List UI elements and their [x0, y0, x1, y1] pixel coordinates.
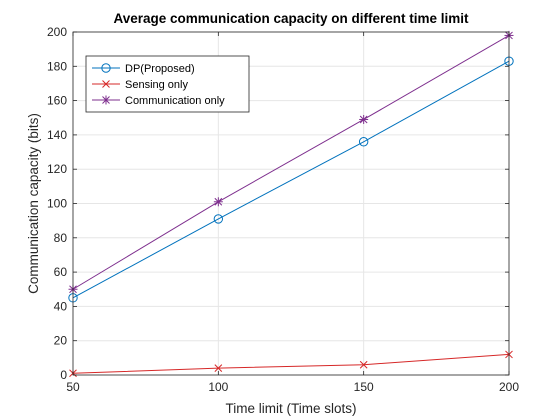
legend-marker: [101, 63, 111, 73]
legend-item: Sensing only: [92, 79, 188, 91]
y-tick-label: 0: [60, 368, 67, 382]
data-point: [213, 214, 224, 224]
y-tick-label: 120: [47, 162, 67, 176]
legend: DP(Proposed) Sensing only Communication on…: [85, 55, 250, 113]
chart-title: Average communication capacity on differ…: [113, 11, 469, 26]
legend-item: Communication only: [92, 95, 225, 107]
data-point: [213, 197, 223, 207]
marker-stroke: [359, 360, 368, 369]
legend-item: DP(Proposed): [92, 63, 195, 75]
data-point: [358, 137, 369, 147]
series-1: [69, 350, 513, 378]
data-point: [359, 360, 368, 369]
axis-ticks: 50 100 150 200 0 20 40 60 80 100 120 140 160 180 200: [47, 25, 519, 394]
legend-label: Communication only: [125, 95, 225, 107]
y-tick-label: 140: [47, 128, 67, 142]
x-tick-label: 100: [208, 380, 228, 394]
series-line: [72, 353, 510, 374]
y-tick-label: 20: [54, 334, 68, 348]
data-point: [359, 114, 369, 124]
y-axis-label: Communication capacity (bits): [26, 113, 41, 294]
series-line: [72, 34, 510, 290]
x-tick-label: 50: [66, 380, 80, 394]
marker-stroke: [102, 80, 110, 88]
y-tick-label: 80: [54, 231, 68, 245]
y-tick-label: 100: [47, 197, 67, 211]
marker-stroke: [214, 364, 223, 372]
x-axis-label: Time limit (Time slots): [226, 401, 357, 416]
data-point: [214, 364, 223, 372]
legend-label: Sensing only: [125, 79, 188, 91]
y-tick-label: 160: [47, 94, 67, 108]
y-tick-label: 180: [47, 59, 67, 73]
legend-label: DP(Proposed): [125, 63, 195, 75]
series-line: [72, 60, 510, 299]
x-tick-label: 200: [499, 380, 519, 394]
y-tick-label: 60: [54, 265, 68, 279]
y-tick-label: 40: [54, 299, 68, 313]
legend-marker: [101, 95, 111, 105]
x-tick-label: 150: [354, 380, 374, 394]
legend-marker: [102, 80, 110, 88]
y-tick-label: 200: [47, 25, 67, 39]
